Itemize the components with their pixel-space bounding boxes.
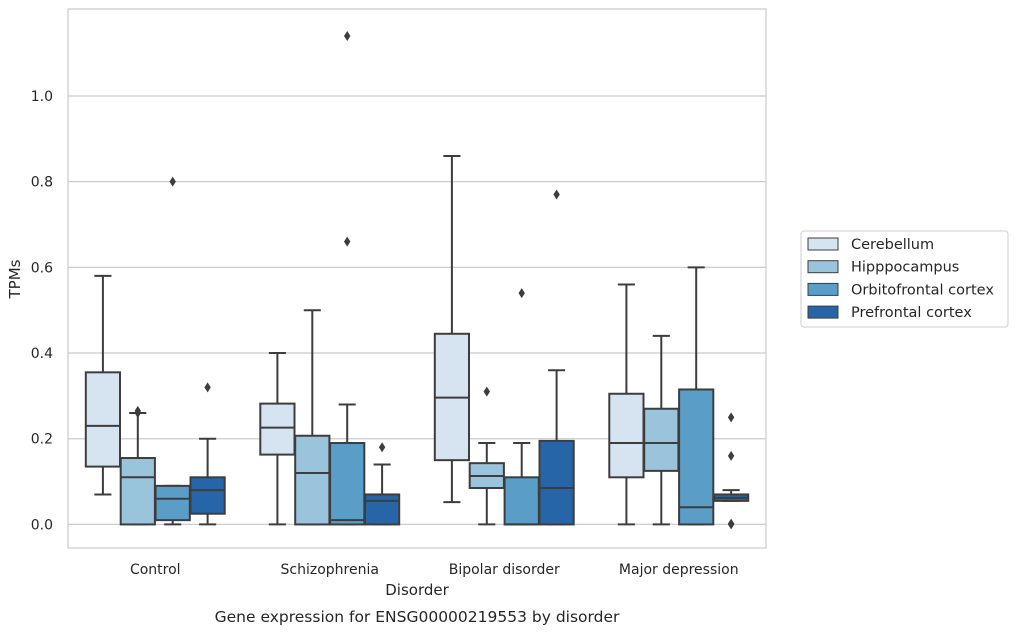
legend-swatch bbox=[807, 260, 839, 274]
box-body bbox=[154, 484, 191, 522]
x-axis-title: Disorder bbox=[385, 581, 449, 599]
legend-label: Cerebellum bbox=[851, 237, 934, 253]
outlier-point bbox=[727, 450, 735, 461]
outlier-point bbox=[344, 30, 351, 41]
x-tick-label: Major depression bbox=[619, 562, 739, 578]
y-tick-label: 0.0 bbox=[31, 517, 53, 533]
x-tick-label: Schizophrenia bbox=[281, 562, 379, 578]
y-tick-label: 0.6 bbox=[31, 260, 53, 276]
box-hipppocampus-control bbox=[119, 405, 156, 526]
x-tick-label: Control bbox=[130, 562, 181, 578]
box-prefrontal-cortex-bipolar-disorder bbox=[538, 189, 575, 526]
legend-swatch bbox=[807, 237, 839, 251]
box-hipppocampus-bipolar-disorder bbox=[468, 386, 505, 526]
y-tick-label: 0.2 bbox=[31, 432, 53, 448]
y-axis-title: TPMs bbox=[6, 259, 24, 299]
box-cerebellum-control bbox=[84, 274, 122, 496]
outlier-point bbox=[727, 518, 735, 529]
box-body bbox=[294, 434, 331, 526]
box-cerebellum-major-depression bbox=[608, 283, 645, 526]
box-prefrontal-cortex-major-depression bbox=[712, 412, 750, 530]
box-orbitofrontal-cortex-bipolar-disorder bbox=[503, 288, 540, 526]
box-body bbox=[363, 493, 401, 526]
legend-label: Orbitofrontal cortex bbox=[851, 282, 994, 298]
box-cerebellum-bipolar-disorder bbox=[433, 154, 471, 504]
box-prefrontal-cortex-control bbox=[189, 382, 226, 526]
box-hipppocampus-schizophrenia bbox=[294, 309, 331, 526]
boxplot-marks bbox=[84, 30, 750, 530]
box-orbitofrontal-cortex-schizophrenia bbox=[329, 30, 366, 526]
outlier-point bbox=[344, 236, 351, 247]
outlier-point bbox=[169, 176, 176, 187]
box-orbitofrontal-cortex-major-depression bbox=[678, 266, 715, 526]
box-body bbox=[189, 476, 226, 515]
box-orbitofrontal-cortex-control bbox=[154, 176, 191, 526]
outlier-point bbox=[378, 442, 386, 453]
legend-label: Hipppocampus bbox=[851, 260, 959, 276]
x-tick-labels: Control Schizophrenia Bipolar disorder Majo… bbox=[130, 562, 739, 578]
box-body bbox=[84, 371, 122, 468]
box-body bbox=[538, 439, 575, 526]
box-hipppocampus-major-depression bbox=[643, 334, 680, 526]
box-body bbox=[608, 392, 645, 479]
box-body bbox=[259, 402, 296, 456]
x-tick-label: Bipolar disorder bbox=[449, 562, 560, 578]
box-cerebellum-schizophrenia bbox=[259, 352, 296, 526]
legend: Cerebellum Hipppocampus Orbitofrontal cort… bbox=[800, 230, 1009, 328]
legend-swatch bbox=[807, 305, 839, 319]
legend-swatch bbox=[807, 282, 839, 296]
outlier-point bbox=[553, 189, 560, 200]
outlier-point bbox=[134, 405, 141, 416]
outlier-point bbox=[483, 386, 490, 397]
plot-area-frame bbox=[67, 8, 767, 549]
box-prefrontal-cortex-schizophrenia bbox=[363, 442, 401, 526]
outlier-point bbox=[518, 288, 525, 299]
y-tick-label: 0.8 bbox=[31, 175, 53, 191]
y-tick-label: 0.4 bbox=[31, 346, 53, 362]
legend-label: Prefrontal cortex bbox=[851, 305, 972, 321]
y-tick-labels: 0.0 0.2 0.4 0.6 0.8 1.0 bbox=[31, 89, 53, 533]
chart-caption: Gene expression for ENSG00000219553 by d… bbox=[215, 608, 620, 626]
box-body bbox=[503, 476, 540, 526]
outlier-point bbox=[204, 382, 211, 393]
box-body bbox=[329, 442, 366, 526]
box-body bbox=[119, 457, 156, 526]
y-tick-label: 1.0 bbox=[31, 89, 53, 105]
outlier-point bbox=[727, 412, 735, 423]
box-body bbox=[643, 407, 680, 472]
box-body bbox=[678, 388, 715, 526]
gridlines bbox=[68, 95, 766, 526]
legend-frame bbox=[800, 230, 1009, 328]
